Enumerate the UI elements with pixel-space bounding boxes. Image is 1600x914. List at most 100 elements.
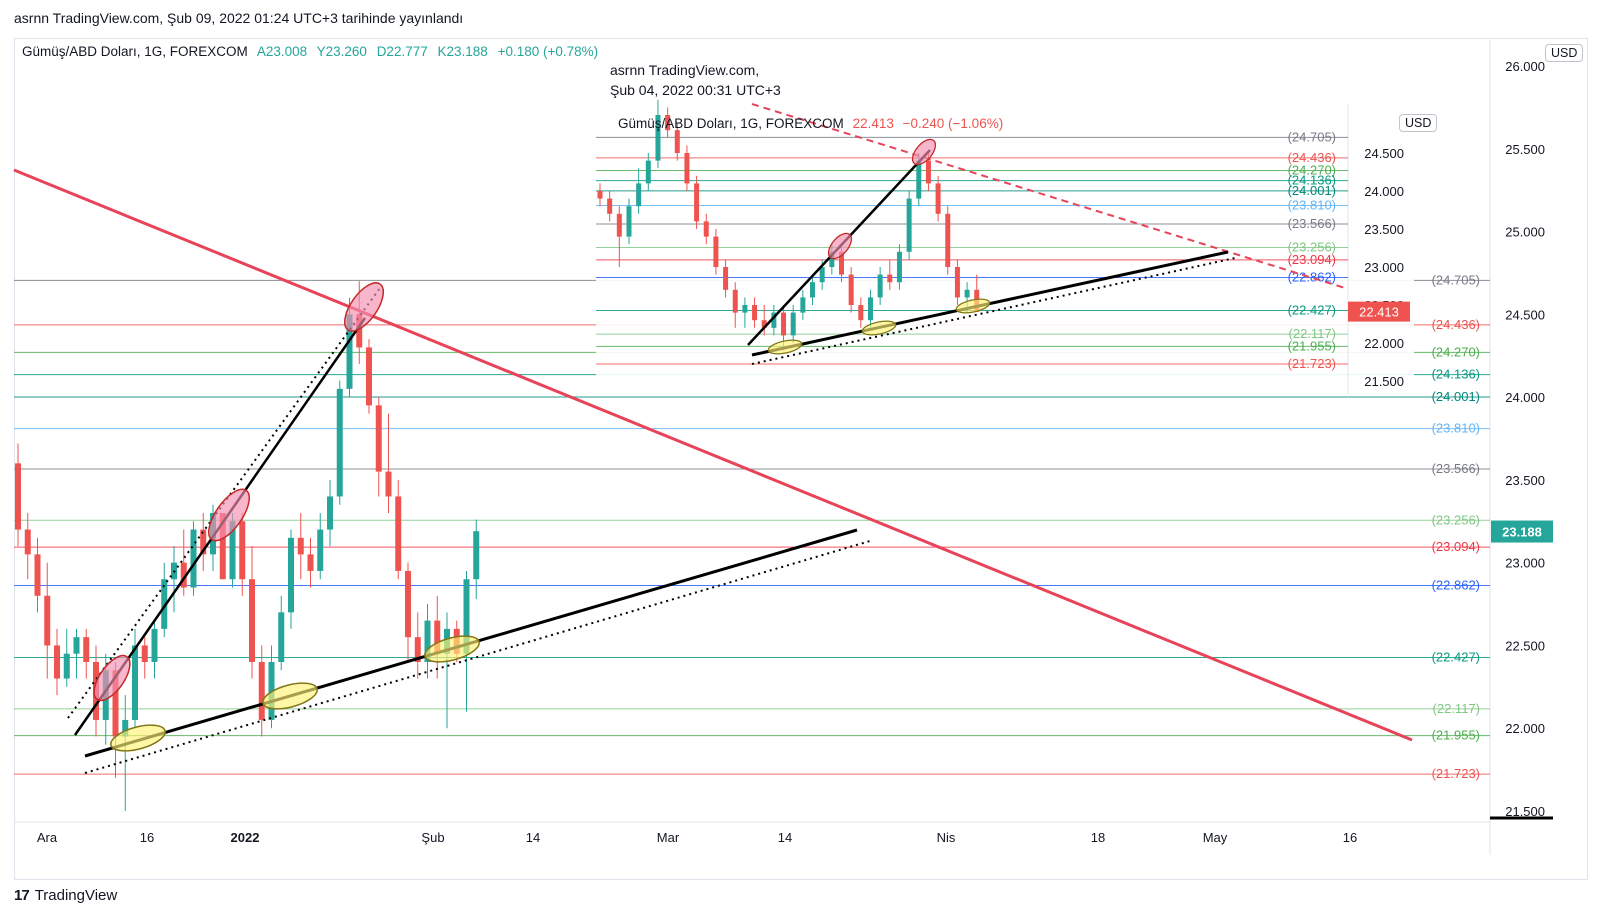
level-label: (23.810) [1432,421,1480,436]
chart-frame[interactable] [14,38,1588,880]
candle-body [463,579,470,654]
inset-candle-body [935,183,941,214]
time-tick-label: Nis [937,830,956,845]
logo-text: TradingView [34,887,118,904]
highlight-ellipse [262,682,318,710]
inset-background [596,104,1414,394]
inset-candle-body [713,236,719,267]
inset-candle-body [742,305,748,313]
inset-candle-body [945,213,951,267]
inset-date: Şub 04, 2022 00:31 UTC+3 [610,82,781,98]
inset-price-tick: 23.000 [1364,260,1404,275]
highlight-ellipse [343,282,385,332]
highlight-ellipse [424,635,480,663]
inset-level-label: (23.094) [1288,252,1336,267]
level-label: (23.566) [1432,461,1480,476]
inset-candle-body [839,251,844,275]
inset-candle-body [684,153,690,184]
inset-highlight-ellipse [955,298,991,314]
currency-button[interactable]: USD [1545,44,1584,62]
inset-candle-body [723,267,729,290]
candle-body [375,405,382,472]
candle-body [132,645,138,720]
candle-body [278,612,285,662]
inset-last-price-badge [1348,301,1410,322]
candle-body [83,637,90,662]
time-tick-label: Mar [657,830,680,845]
candle-body [385,471,392,497]
level-label: (22.862) [1432,578,1480,593]
inset-level-label: (24.436) [1288,150,1336,165]
low-value: D22.777 [376,44,428,59]
candle-body [54,645,60,679]
candle-body [307,554,314,571]
inset-highlight-ellipse [827,232,853,260]
candle-body [229,521,236,580]
level-label: (23.094) [1432,539,1480,554]
inset-level-label: (24.136) [1288,173,1336,188]
candle-body [249,579,255,662]
inset-chart: (24.705) (24.436)(24.270)(24.136)(24.001)… [596,99,1414,394]
candle-body [44,595,51,646]
price-tick-label: 25.000 [1505,225,1545,240]
candle-body [395,496,402,571]
candle-body [297,537,304,555]
inset-candle-body [867,297,873,321]
price-tick-label: 22.000 [1505,721,1545,736]
candle-body [34,554,41,596]
inset-price-tick: 22.000 [1364,336,1404,351]
candle-body [161,579,168,629]
inset-candle-body [703,221,709,237]
inset-level-label: (24.001) [1288,183,1336,198]
inset-candle-body [829,251,835,267]
inset-price-tick: 24.000 [1364,184,1404,199]
inset-candle-body [858,305,864,321]
candle-body [356,314,363,348]
candle-body [15,463,21,530]
candle-body [434,620,441,654]
candle-body [473,531,480,580]
highlight-ellipse [208,488,250,542]
inset-last-price-label: 22.413 [1359,305,1399,320]
inset-level-label: (24.270) [1288,162,1336,177]
inset-currency-badge: USD [1399,114,1438,132]
tradingview-logo-icon: 17 [14,887,30,904]
inset-candle-body [887,274,893,283]
price-tick-label: 26.000 [1505,59,1545,74]
inset-change: −0.240 (−1.06%) [902,116,1004,131]
candle-body [73,637,80,654]
candle-body [317,529,324,571]
inset-level-label: (23.566) [1288,216,1336,231]
candle-body [405,570,411,638]
inset-candle-body [790,312,796,336]
inset-candle-body [674,130,680,153]
candle-body [180,562,187,588]
inset-red-dashed-line [751,103,1346,289]
inset-level-label: (22.427) [1288,303,1336,318]
time-tick-label: 2022 [231,830,260,845]
highlight-ellipse [110,724,166,752]
time-tick-label: 16 [1343,830,1357,845]
inset-candle-body [597,191,603,199]
change-value: +0.180 (+0.78%) [497,44,599,59]
inset-candle-body [819,267,825,283]
inset-candle-body [771,312,777,328]
candle-body [288,537,294,613]
inset-candle-body [607,198,613,214]
dotted-support-line [84,540,871,774]
candle-body [336,388,343,497]
level-label: (24.001) [1432,389,1480,404]
level-label: (23.256) [1432,512,1480,527]
inset-candle-body [645,160,651,184]
candle-body [141,645,148,662]
inset-level-label: (22.862) [1288,269,1336,284]
close-value: K23.188 [437,44,488,59]
inset-candle-body [781,312,787,336]
inset-candle-body [896,251,902,283]
candle-body [219,513,226,580]
inset-candle-body [877,274,883,298]
tradingview-logo[interactable]: 17 TradingView [14,887,117,904]
time-tick-label: 14 [526,830,540,845]
inset-price-tick: 24.500 [1364,146,1404,161]
